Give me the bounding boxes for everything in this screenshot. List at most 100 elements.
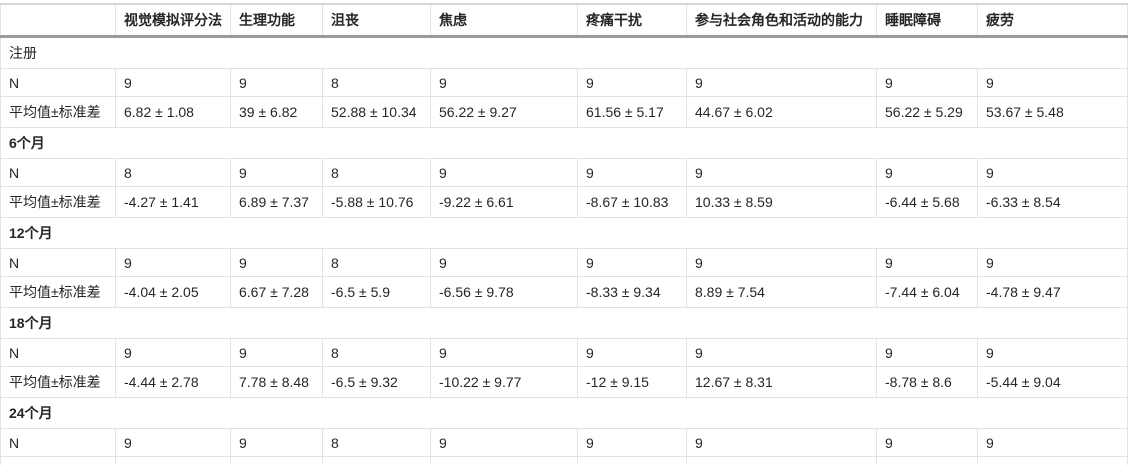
data-cell: 9 — [577, 158, 687, 187]
data-cell: -8.78 ± 8.6 — [876, 366, 978, 398]
data-cell: 61.56 ± 5.17 — [577, 96, 687, 128]
data-cell: 9 — [115, 68, 231, 97]
data-cell: -5.44 ± 9.04 — [977, 366, 1128, 398]
data-cell: 9 — [686, 338, 877, 367]
section-label: 18个月 — [0, 307, 1128, 339]
data-cell: -8.33 ± 9.34 — [577, 276, 687, 308]
outcome-measures-table: 视觉模拟评分法 生理功能 沮丧 焦虑 疼痛干扰 参与社会角色和活动的能力 睡眠障碍 疲劳 注册… — [0, 3, 1128, 465]
data-cell: 6.67 ± 7.28 — [230, 276, 323, 308]
data-cell: 9 — [977, 68, 1128, 97]
data-cell: 8.89 ± 7.54 — [686, 276, 877, 308]
column-header: 沮丧 — [322, 3, 431, 38]
data-cell: -4.78 ± 9.47 — [977, 276, 1128, 308]
data-cell: -4.89 ± 12.18 — [876, 456, 978, 465]
column-header: 生理功能 — [230, 3, 323, 38]
data-cell: 9 — [977, 338, 1128, 367]
data-cell: -6.5 ± 9.32 — [322, 366, 431, 398]
data-cell: 8 — [115, 158, 231, 187]
data-cell: 6.82 ± 1.08 — [115, 96, 231, 128]
row-label: 平均值±标准差 — [0, 186, 116, 218]
data-cell: -9.22 ± 6.61 — [430, 186, 578, 218]
column-header: 参与社会角色和活动的能力 — [686, 3, 877, 38]
data-cell: 10.22 ± 8.45 — [686, 456, 877, 465]
data-cell: 9 — [876, 68, 978, 97]
row-label: N — [0, 338, 116, 367]
header-row: 视觉模拟评分法 生理功能 沮丧 焦虑 疼痛干扰 参与社会角色和活动的能力 睡眠障碍 疲劳 — [0, 3, 1128, 38]
section-label: 6个月 — [0, 127, 1128, 159]
data-cell: 7.55 ± 9.33 — [230, 456, 323, 465]
row-label: N — [0, 158, 116, 187]
data-cell: 7.78 ± 8.48 — [230, 366, 323, 398]
column-header: 视觉模拟评分法 — [115, 3, 231, 38]
data-cell: 53.67 ± 5.48 — [977, 96, 1128, 128]
row-label: N — [0, 428, 116, 457]
column-header: 疲劳 — [977, 3, 1128, 38]
data-cell: 9 — [230, 158, 323, 187]
section-label: 注册 — [0, 36, 1128, 69]
data-cell: 9 — [686, 428, 877, 457]
row-label: 平均值±标准差 — [0, 96, 116, 128]
mean-row: 平均值±标准差-3.37 ± 3.887.55 ± 9.33-2.75 ± 12… — [0, 456, 1128, 465]
column-header: 焦虑 — [430, 3, 578, 38]
data-cell: -3.11 ± 7.04 — [977, 456, 1128, 465]
data-cell: 9 — [577, 248, 687, 277]
section-row: 12个月 — [0, 217, 1128, 249]
data-cell: 9 — [230, 248, 323, 277]
data-cell: -8.33 ± 10.76 — [577, 456, 687, 465]
data-cell: -6.44 ± 5.68 — [876, 186, 978, 218]
data-cell: 9 — [577, 68, 687, 97]
row-label: N — [0, 68, 116, 97]
data-cell: 9 — [876, 248, 978, 277]
data-cell: -5.88 ± 10.76 — [322, 186, 431, 218]
section-label: 12个月 — [0, 217, 1128, 249]
data-cell: 8 — [322, 428, 431, 457]
data-cell: 9 — [876, 428, 978, 457]
data-cell: 6.89 ± 7.37 — [230, 186, 323, 218]
data-cell: 9 — [115, 338, 231, 367]
data-cell: 9 — [876, 338, 978, 367]
data-cell: 9 — [876, 158, 978, 187]
section-row: 注册 — [0, 36, 1128, 69]
section-label: 24个月 — [0, 397, 1128, 429]
data-cell: 9 — [577, 428, 687, 457]
row-label: 平均值±标准差 — [0, 366, 116, 398]
data-cell: -6.5 ± 5.9 — [322, 276, 431, 308]
data-cell: -7.44 ± 6.04 — [876, 276, 978, 308]
data-cell: -6.56 ± 9.78 — [430, 276, 578, 308]
data-cell: 8 — [322, 248, 431, 277]
section-row: 6个月 — [0, 127, 1128, 159]
section-row: 24个月 — [0, 397, 1128, 429]
data-cell: -5 ± 11.5 — [430, 456, 578, 465]
mean-row: 平均值±标准差 -4.04 ± 2.05 6.67 ± 7.28 -6.5 ± 5.9… — [0, 276, 1128, 308]
data-cell: 52.88 ± 10.34 — [322, 96, 431, 128]
section-row: 18个月 — [0, 307, 1128, 339]
data-cell: 9 — [230, 428, 323, 457]
data-cell: 56.22 ± 5.29 — [876, 96, 978, 128]
data-cell: -4.27 ± 1.41 — [115, 186, 231, 218]
data-cell: -8.67 ± 10.83 — [577, 186, 687, 218]
column-header: 疼痛干扰 — [577, 3, 687, 38]
data-cell: 9 — [230, 338, 323, 367]
data-cell: -10.22 ± 9.77 — [430, 366, 578, 398]
data-cell: 9 — [115, 428, 231, 457]
data-cell: 9 — [977, 248, 1128, 277]
data-cell: 44.67 ± 6.02 — [686, 96, 877, 128]
table-body: 注册 N 9 9 8 9 9 9 9 9 平均值±标准差 6.82 ± 1.08 39 ± 6.82 52… — [0, 36, 1128, 465]
data-cell: -4.44 ± 2.78 — [115, 366, 231, 398]
mean-row: 平均值±标准差 -4.27 ± 1.41 6.89 ± 7.37 -5.88 ± 10… — [0, 186, 1128, 218]
data-cell: 9 — [686, 158, 877, 187]
data-cell: 8 — [322, 68, 431, 97]
data-cell: 9 — [977, 428, 1128, 457]
data-cell: 9 — [115, 248, 231, 277]
data-cell: 39 ± 6.82 — [230, 96, 323, 128]
data-cell: 9 — [430, 248, 578, 277]
mean-row: 平均值±标准差 -4.44 ± 2.78 7.78 ± 8.48 -6.5 ± 9.3… — [0, 366, 1128, 398]
data-cell: 9 — [430, 158, 578, 187]
data-cell: 9 — [230, 68, 323, 97]
mean-row: 平均值±标准差 6.82 ± 1.08 39 ± 6.82 52.88 ± 10.34… — [0, 96, 1128, 128]
